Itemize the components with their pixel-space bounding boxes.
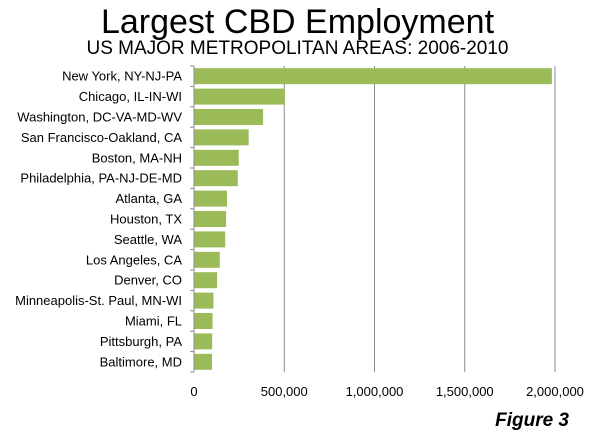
bar [194,333,213,350]
bar [194,149,239,166]
category-label: San Francisco-Oakland, CA [21,130,182,145]
bar [194,313,213,329]
bar [194,170,238,187]
bar [194,272,218,289]
bar [194,88,285,105]
bar [194,211,227,227]
chart-title: Largest CBD Employment [100,3,495,41]
bar [194,353,213,370]
category-label: Los Angeles, CA [86,252,182,267]
category-label: Boston, MA-NH [92,150,182,165]
bar [194,68,552,85]
bar [194,251,220,268]
x-tick-label: 500,000 [261,384,308,399]
category-label: Pittsburgh, PA [100,334,182,349]
category-label: Atlanta, GA [116,191,183,206]
x-tick-label: 1,000,000 [346,384,404,399]
category-label: New York, NY-NJ-PA [62,69,182,84]
bar [194,190,227,207]
category-label: Houston, TX [110,212,182,227]
category-label: Chicago, IL-IN-WI [79,89,182,104]
bar [194,129,249,146]
category-label: Washington, DC-VA-MD-WV [17,110,182,125]
category-label: Minneapolis-St. Paul, MN-WI [15,293,182,308]
category-label: Baltimore, MD [100,354,182,369]
bar [194,292,214,309]
bar [194,109,264,125]
x-tick-label: 2,000,000 [526,384,584,399]
x-tick-label: 1,500,000 [436,384,494,399]
category-label: Seattle, WA [114,232,182,247]
chart-subtitle: US MAJOR METROPOLITAN AREAS: 2006-2010 [86,38,509,59]
category-label: Miami, FL [125,314,182,329]
category-label: Denver, CO [114,273,182,288]
category-label: Philadelphia, PA-NJ-DE-MD [20,171,182,186]
bar [194,231,226,248]
x-tick-label: 0 [190,384,197,399]
figure-label: Figure 3 [495,410,569,431]
